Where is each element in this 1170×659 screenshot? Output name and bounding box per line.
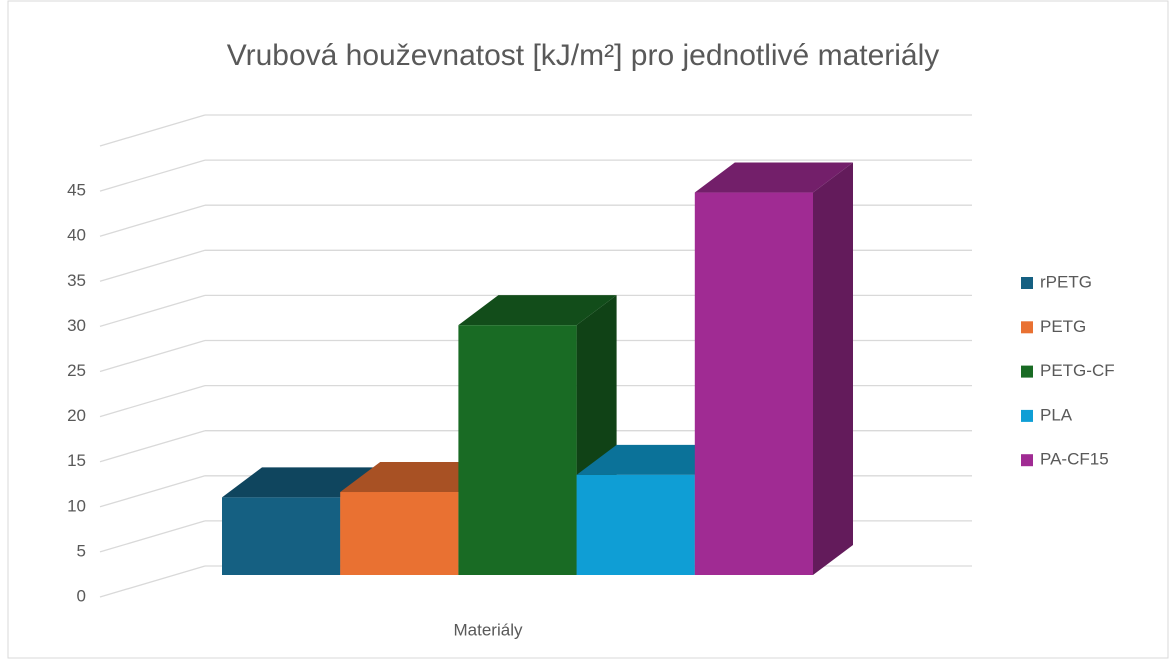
x-axis-title: Materiály <box>454 620 523 639</box>
bar <box>222 497 341 575</box>
bar <box>458 325 577 575</box>
y-tick-label: 5 <box>77 541 86 560</box>
grid-line <box>99 204 206 237</box>
grid-line <box>99 520 206 553</box>
grid-line <box>99 339 206 373</box>
legend-label: PLA <box>1040 405 1073 424</box>
grid-line <box>99 384 206 418</box>
legend-label: rPETG <box>1040 272 1092 291</box>
y-tick-label: 45 <box>67 181 86 200</box>
grid-line <box>99 114 206 147</box>
bar-side <box>813 162 853 575</box>
y-tick-label: 25 <box>67 361 86 380</box>
bar <box>340 492 459 575</box>
y-tick-label: 0 <box>77 586 86 605</box>
y-tick-label: 20 <box>67 406 86 425</box>
legend-swatch <box>1021 454 1033 467</box>
bar-top <box>458 295 617 326</box>
grid-line <box>99 475 206 508</box>
y-tick-label: 10 <box>67 496 86 515</box>
grid-line <box>99 430 206 463</box>
grid-line <box>99 159 206 192</box>
grid-line <box>99 294 206 328</box>
legend-swatch <box>1021 277 1033 289</box>
y-tick-label: 40 <box>67 226 86 245</box>
bar <box>694 192 813 575</box>
grid-line <box>99 249 206 282</box>
y-tick-label: 30 <box>67 316 86 335</box>
y-tick-label: 15 <box>67 451 86 470</box>
bar <box>576 474 695 575</box>
legend-swatch <box>1021 409 1033 422</box>
legend-label: PETG-CF <box>1040 361 1115 380</box>
bar-top <box>222 467 381 498</box>
chart-title: Vrubová houževnatost [kJ/m²] pro jednotl… <box>227 39 940 72</box>
legend-label: PETG <box>1040 317 1086 336</box>
legend-swatch <box>1021 365 1033 378</box>
legend-swatch <box>1021 321 1033 334</box>
legend-label: PA-CF15 <box>1040 450 1109 469</box>
bar-top <box>694 162 853 193</box>
grid-line <box>99 565 206 598</box>
y-tick-label: 35 <box>67 271 86 290</box>
